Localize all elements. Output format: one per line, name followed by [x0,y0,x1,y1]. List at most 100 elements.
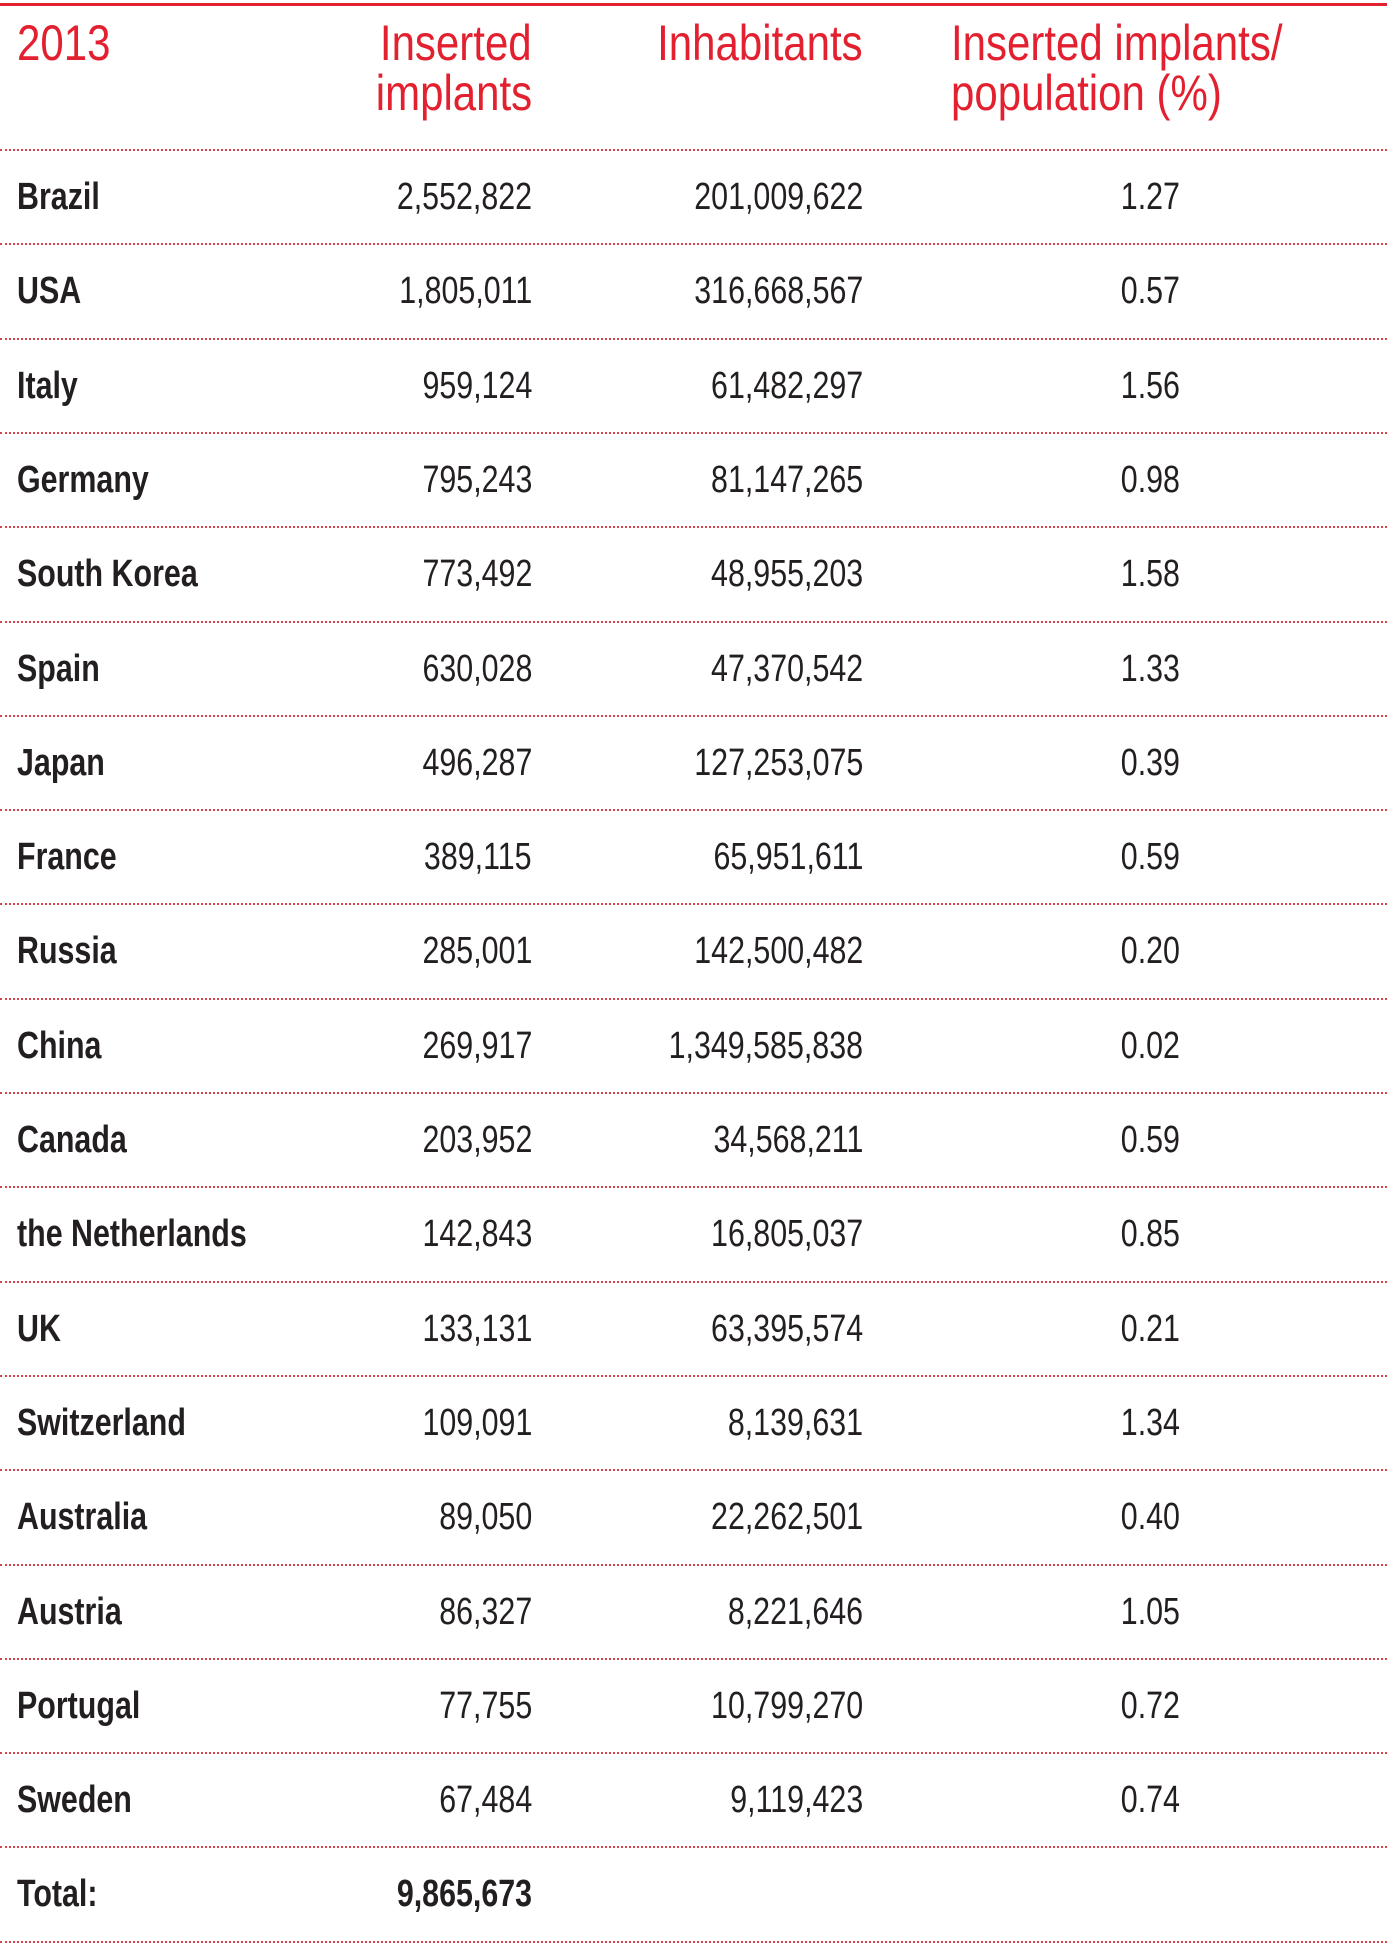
implants-cell: 1,805,011 [399,270,532,313]
inhabitants-cell: 127,253,075 [693,741,863,784]
table-row: Switzerland 109,091 8,139,631 1.34 [0,1376,1387,1470]
inhabitants-cell: 65,951,611 [713,836,863,879]
table-row: Japan 496,287 127,253,075 0.39 [0,716,1387,810]
table-row: the Netherlands 142,843 16,805,037 0.85 [0,1187,1387,1281]
inhabitants-cell: 81,147,265 [710,458,863,501]
implants-cell: 67,484 [439,1779,532,1822]
row-divider [0,1563,1387,1566]
inhabitants-cell: 61,482,297 [710,364,863,407]
implants-cell: 2,552,822 [396,176,532,218]
ratio-cell: 0.39 [1120,741,1180,784]
ratio-cell: 0.72 [1120,1684,1180,1727]
total-label: Total: [17,1873,98,1916]
header-inserted-implants: Inserted implants [375,15,532,121]
table-row: Portugal 77,755 10,799,270 0.72 [0,1659,1387,1753]
inhabitants-cell: 1,349,585,838 [668,1024,863,1067]
ratio-cell: 0.85 [1120,1213,1180,1256]
inhabitants-cell: 16,805,037 [710,1213,863,1256]
row-divider [0,1280,1387,1283]
implants-cell: 630,028 [422,647,532,690]
implants-cell: 959,124 [422,364,532,407]
country-cell: South Korea [17,553,198,596]
row-divider [0,1186,1387,1189]
ratio-cell: 0.59 [1120,836,1180,879]
total-row: Total: 9,865,673 [0,1847,1387,1941]
row-divider [0,1846,1387,1849]
inhabitants-cell: 34,568,211 [713,1119,863,1161]
row-divider [0,620,1387,623]
country-cell: Germany [17,458,149,501]
ratio-cell: 0.20 [1120,930,1180,973]
implants-cell: 496,287 [422,741,532,784]
ratio-cell: 1.34 [1120,1401,1180,1444]
row-divider [0,526,1387,529]
inhabitants-cell: 63,395,574 [710,1307,863,1350]
ratio-cell: 1.56 [1120,364,1180,407]
row-divider [0,243,1387,246]
inhabitants-cell: 10,799,270 [710,1684,863,1727]
inhabitants-cell: 8,139,631 [727,1401,863,1444]
ratio-cell: 0.21 [1120,1307,1180,1350]
country-cell: China [17,1024,102,1067]
row-divider [0,149,1387,151]
total-implants: 9,865,673 [396,1873,532,1916]
ratio-cell: 1.58 [1120,553,1180,596]
table-row: Canada 203,952 34,568,211 0.59 [0,1093,1387,1187]
header-year: 2013 [17,15,111,71]
implants-cell: 142,843 [422,1213,532,1256]
country-cell: Canada [17,1119,127,1161]
row-divider [0,1657,1387,1660]
implants-cell: 773,492 [422,553,532,596]
implants-cell: 203,952 [422,1119,532,1161]
row-divider [0,1940,1387,1943]
inhabitants-cell: 48,955,203 [710,553,863,596]
ratio-cell: 1.33 [1120,647,1180,690]
table-row: Italy 959,124 61,482,297 1.56 [0,339,1387,433]
inhabitants-cell: 201,009,622 [693,176,863,218]
country-cell: Portugal [17,1684,141,1727]
ratio-cell: 0.74 [1120,1779,1180,1822]
table-row: South Korea 773,492 48,955,203 1.58 [0,527,1387,621]
country-cell: UK [17,1307,61,1350]
top-rule [0,3,1387,6]
implants-cell: 795,243 [422,458,532,501]
table-row: Russia 285,001 142,500,482 0.20 [0,904,1387,998]
table-row: Sweden 67,484 9,119,423 0.74 [0,1753,1387,1847]
implants-cell: 389,115 [424,836,532,879]
row-divider [0,1374,1387,1377]
table-row: Austria 86,327 8,221,646 1.05 [0,1565,1387,1659]
country-cell: Switzerland [17,1401,186,1444]
table-row: Brazil 2,552,822 201,009,622 1.27 [0,150,1387,244]
country-cell: Sweden [17,1779,132,1822]
country-cell: Russia [17,930,117,973]
ratio-cell: 0.98 [1120,458,1180,501]
implants-cell: 89,050 [439,1496,532,1539]
table-row: Australia 89,050 22,262,501 0.40 [0,1470,1387,1564]
row-divider [0,1469,1387,1472]
country-cell: Austria [17,1590,122,1633]
ratio-cell: 1.27 [1120,176,1180,218]
ratio-cell: 0.40 [1120,1496,1180,1539]
country-cell: Italy [17,364,78,407]
implants-cell: 285,001 [422,930,532,973]
row-divider [0,997,1387,1000]
row-divider [0,903,1387,906]
country-cell: the Netherlands [17,1213,247,1256]
header-ratio: Inserted implants/population (%) [951,15,1283,121]
ratio-cell: 0.57 [1120,270,1180,313]
country-cell: Japan [17,741,105,784]
implants-cell: 133,131 [422,1307,532,1350]
row-divider [0,1092,1387,1094]
inhabitants-cell: 22,262,501 [710,1496,863,1539]
country-cell: USA [17,270,82,313]
row-divider [0,1752,1387,1755]
ratio-cell: 0.59 [1120,1119,1180,1161]
table-row: UK 133,131 63,395,574 0.21 [0,1282,1387,1376]
table-row: Spain 630,028 47,370,542 1.33 [0,622,1387,716]
country-cell: Brazil [17,176,100,218]
inhabitants-cell: 9,119,423 [730,1779,863,1822]
inhabitants-cell: 47,370,542 [710,647,863,690]
ratio-cell: 0.02 [1120,1024,1180,1067]
row-divider [0,809,1387,812]
row-divider [0,714,1387,717]
